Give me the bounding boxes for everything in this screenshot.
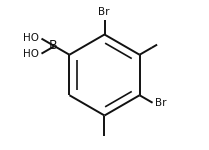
Text: Br: Br <box>98 7 110 17</box>
Text: HO: HO <box>23 33 40 43</box>
Text: Br: Br <box>155 98 167 108</box>
Text: B: B <box>48 39 57 52</box>
Text: HO: HO <box>23 49 40 59</box>
